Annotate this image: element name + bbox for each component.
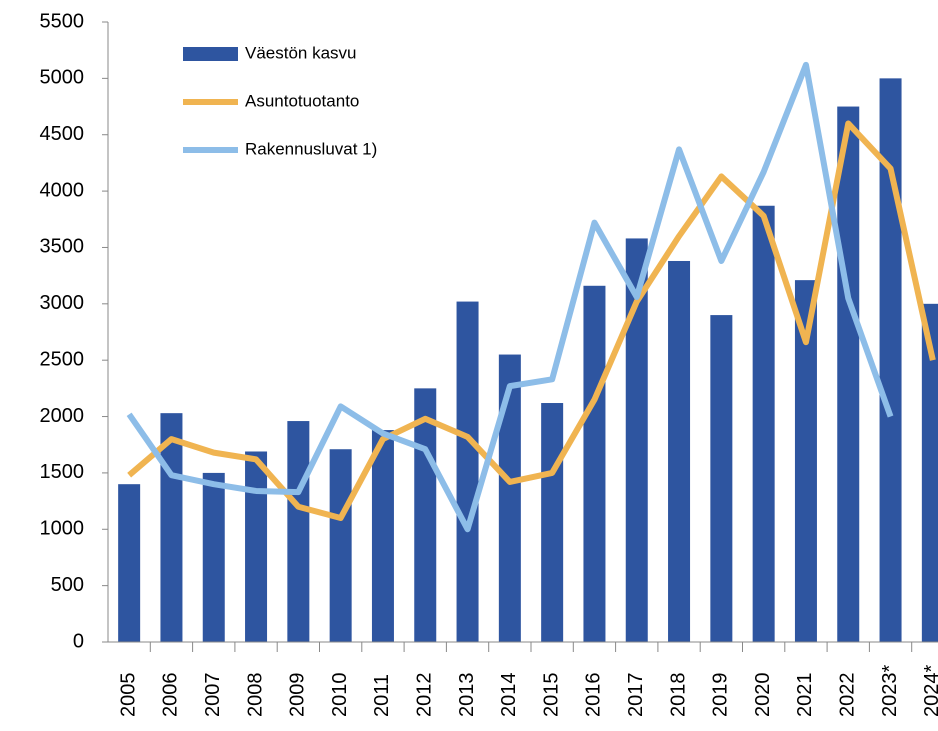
bar [921, 303, 938, 642]
x-tick-label: 2021 [794, 673, 816, 718]
y-tick-label: 3500 [40, 236, 85, 258]
y-tick-label: 4500 [40, 123, 85, 145]
x-tick-label: 2007 [202, 673, 224, 718]
x-tick-label: 2013 [456, 673, 478, 718]
bar [245, 451, 268, 642]
bar [329, 449, 352, 642]
y-tick-label: 4000 [40, 179, 85, 201]
y-tick-label: 5000 [40, 67, 85, 89]
bar [414, 388, 437, 642]
bar [118, 484, 141, 642]
y-tick-label: 1500 [40, 461, 85, 483]
bar [837, 106, 860, 642]
bar [202, 472, 225, 642]
line [126, 61, 894, 533]
bar [287, 421, 310, 642]
legend-label: Rakennusluvat 1) [245, 139, 377, 158]
x-tick-label: 2014 [498, 673, 520, 718]
x-tick-label: 2016 [583, 673, 605, 718]
y-tick-label: 2000 [40, 405, 85, 427]
y-tick-label: 2500 [40, 348, 85, 370]
x-tick-label: 2020 [752, 673, 774, 718]
x-tick-label: 2024* [921, 665, 938, 717]
x-tick-label: 2017 [625, 673, 647, 718]
bar [668, 260, 691, 642]
x-tick-label: 2019 [710, 673, 732, 718]
y-tick-label: 3000 [40, 292, 85, 314]
x-tick-label: 2005 [117, 673, 139, 718]
bar [498, 354, 521, 642]
x-tick-label: 2006 [160, 673, 182, 718]
bar [541, 403, 564, 642]
y-tick-label: 1000 [40, 518, 85, 540]
bar [879, 78, 902, 642]
x-tick-label: 2023* [879, 665, 901, 717]
x-tick-label: 2011 [371, 674, 393, 717]
line [127, 120, 936, 521]
legend-swatch [183, 47, 238, 61]
bar [625, 238, 648, 642]
y-tick-label: 0 [73, 630, 84, 652]
y-tick-label: 500 [51, 574, 84, 596]
x-tick-label: 2018 [667, 673, 689, 718]
x-tick-label: 2009 [287, 673, 309, 718]
bar [371, 430, 394, 642]
bar [794, 280, 817, 642]
x-tick-label: 2010 [329, 673, 351, 718]
bar [752, 205, 775, 642]
x-tick-label: 2022 [837, 673, 859, 718]
x-tick-label: 2012 [414, 673, 436, 718]
bar [710, 315, 733, 642]
x-tick-label: 2008 [244, 673, 266, 718]
bar [583, 285, 606, 642]
bar [456, 301, 479, 642]
legend-label: Asuntotuotanto [245, 91, 359, 110]
legend-label: Väestön kasvu [245, 43, 357, 62]
y-tick-label: 5500 [40, 10, 85, 32]
x-tick-label: 2015 [540, 673, 562, 718]
